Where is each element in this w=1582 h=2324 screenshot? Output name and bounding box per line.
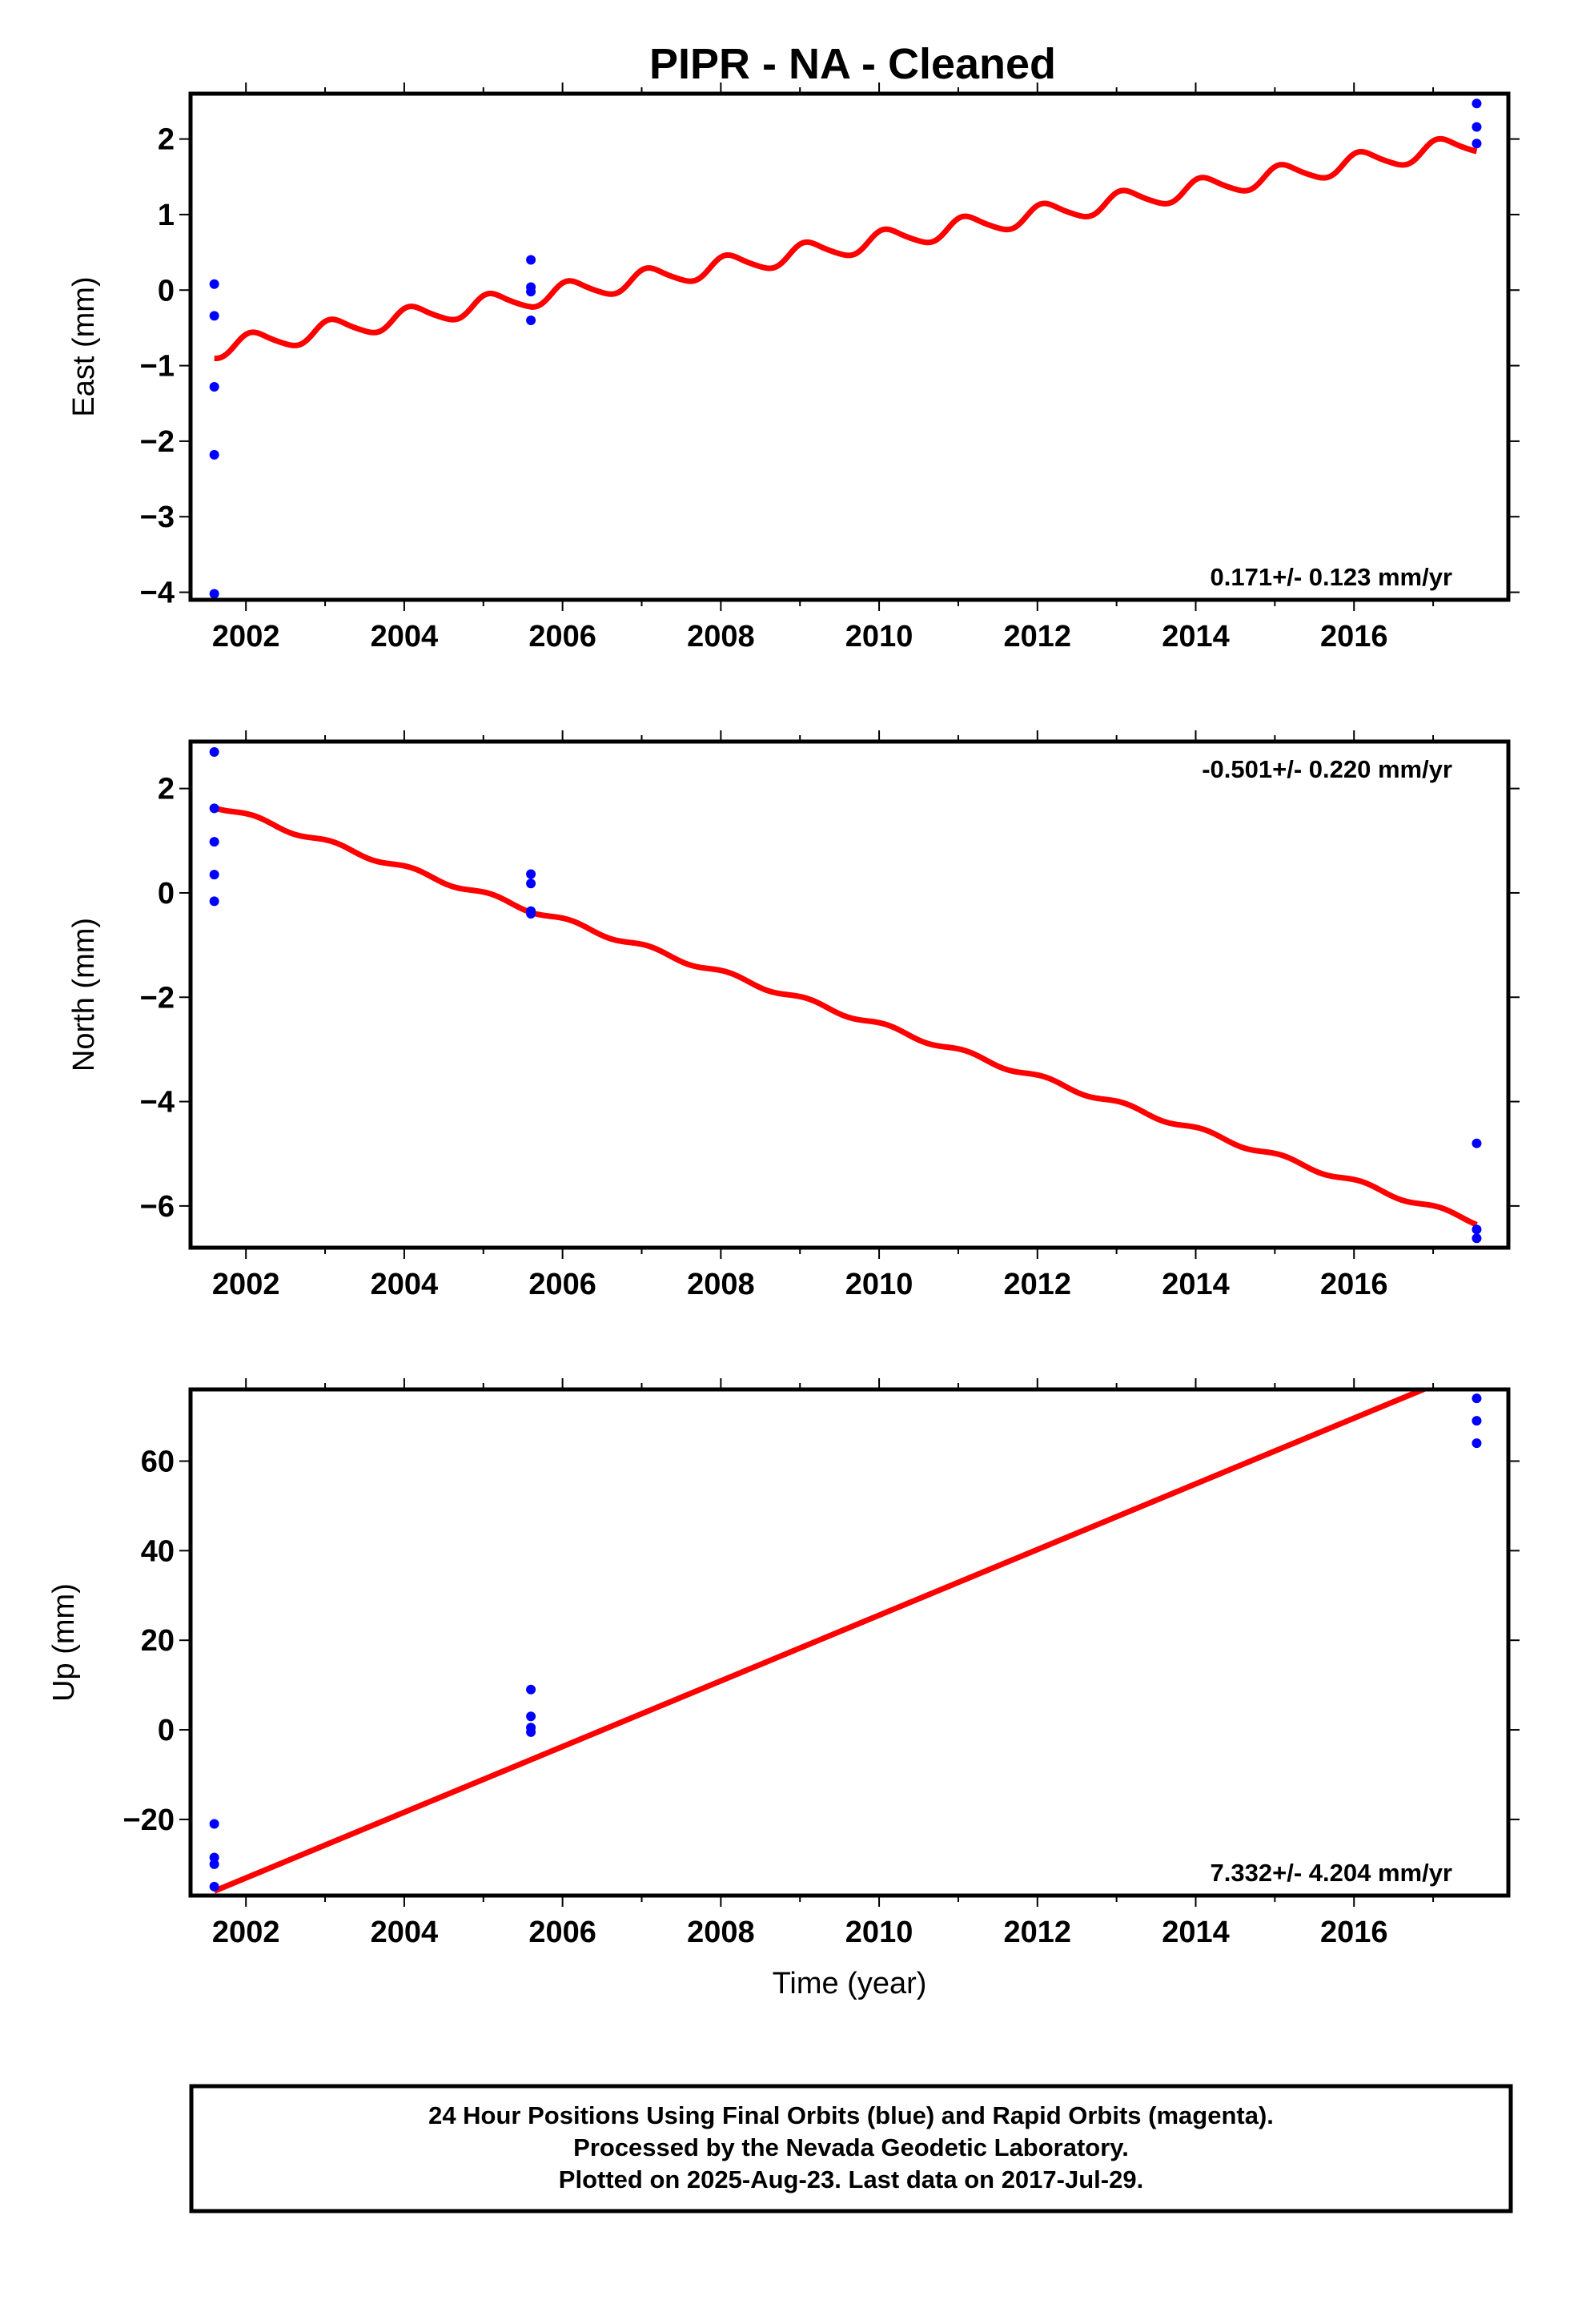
figure-title: PIPR - NA - Cleaned — [649, 40, 1056, 88]
data-point — [526, 315, 536, 325]
y-tick-label: −2 — [140, 425, 175, 459]
east-panel: 2002 2004 2006 2008 2010 2012 2014 2016 −4 −3 −2 −1… — [67, 82, 1520, 653]
y-tick-label: 40 — [141, 1534, 175, 1568]
x-tick-label: 2008 — [687, 620, 755, 653]
x-tick-label: 2012 — [1004, 620, 1072, 653]
data-point — [526, 869, 536, 879]
x-tick-label: 2002 — [212, 620, 280, 653]
y-axis-label: Up (mm) — [47, 1583, 81, 1702]
x-tick-label: 2008 — [687, 1268, 755, 1301]
data-point — [209, 449, 219, 460]
x-tick-label: 2014 — [1162, 1916, 1230, 1949]
data-point — [526, 255, 536, 265]
data-point — [209, 803, 219, 814]
y-tick-label: 2 — [158, 123, 175, 157]
x-tick-label: 2012 — [1004, 1268, 1072, 1301]
data-point — [1472, 1438, 1482, 1449]
x-tick-label: 2004 — [371, 620, 439, 653]
data-point — [209, 747, 219, 758]
y-tick-label: 20 — [141, 1624, 175, 1658]
rate-annotation: 0.171+/- 0.123 mm/yr — [1211, 563, 1452, 591]
panel-frame — [188, 91, 1511, 602]
x-tick-label: 2014 — [1162, 620, 1230, 653]
x-axis-label: Time (year) — [773, 1967, 927, 2000]
y-axis-label: East (mm) — [67, 276, 101, 416]
data-point — [1472, 139, 1482, 149]
y-tick-label: 1 — [158, 199, 175, 232]
x-tick-label: 2008 — [687, 1916, 755, 1949]
data-point — [526, 909, 536, 919]
y-tick-label: −6 — [140, 1190, 175, 1224]
data-point — [209, 311, 219, 321]
x-tick-label: 2012 — [1004, 1916, 1072, 1949]
data-point — [209, 381, 219, 392]
data-point — [1472, 122, 1482, 132]
y-tick-label: −4 — [140, 577, 175, 610]
data-point — [209, 1819, 219, 1829]
rate-annotation: -0.501+/- 0.220 mm/yr — [1202, 755, 1452, 783]
x-tick-label: 2006 — [528, 1916, 596, 1949]
up-panel: 2002 2004 2006 2008 2010 2012 2014 2016 −20 0 20 40… — [47, 1378, 1520, 2000]
y-tick-label: 0 — [158, 1714, 175, 1747]
x-tick-label: 2004 — [371, 1268, 439, 1301]
data-point — [209, 1881, 219, 1892]
data-point — [209, 870, 219, 880]
y-tick-label: −3 — [140, 501, 175, 534]
x-tick-label: 2014 — [1162, 1268, 1230, 1301]
data-point — [209, 1852, 219, 1863]
x-tick-label: 2002 — [212, 1268, 280, 1301]
y-tick-label: −4 — [140, 1086, 175, 1120]
data-point — [1472, 1233, 1482, 1244]
footer-line-3: Plotted on 2025-Aug-23. Last data on 201… — [559, 2165, 1143, 2193]
model-fit-line — [212, 805, 1479, 1228]
x-tick-label: 2006 — [528, 620, 596, 653]
y-tick-label: 60 — [141, 1445, 175, 1478]
footer-line-2: Processed by the Nevada Geodetic Laborat… — [573, 2133, 1129, 2161]
data-point — [526, 1727, 536, 1737]
data-point — [209, 837, 219, 847]
data-point — [526, 287, 536, 297]
x-tick-label: 2006 — [528, 1268, 596, 1301]
x-tick-label: 2016 — [1320, 1268, 1388, 1301]
x-tick-label: 2016 — [1320, 1916, 1388, 1949]
y-tick-label: −2 — [140, 981, 175, 1015]
data-point — [1472, 1138, 1482, 1148]
data-point — [209, 589, 219, 599]
y-tick-label: −1 — [140, 350, 175, 384]
data-point — [526, 879, 536, 889]
footer-box: 24 Hour Positions Using Final Orbits (bl… — [189, 2084, 1513, 2213]
x-tick-label: 2010 — [845, 620, 913, 653]
panel-frame — [188, 1387, 1511, 1898]
x-tick-label: 2010 — [845, 1916, 913, 1949]
data-point — [1472, 1393, 1482, 1404]
x-tick-label: 2004 — [371, 1916, 439, 1949]
x-tick-label: 2016 — [1320, 620, 1388, 653]
data-point — [526, 1711, 536, 1722]
north-panel: 2002 2004 2006 2008 2010 2012 2014 2016 −6 −4 −2 0 2… — [67, 730, 1520, 1301]
x-tick-label: 2010 — [845, 1268, 913, 1301]
model-fit-line — [212, 1389, 1431, 1894]
data-point — [1472, 1224, 1482, 1235]
y-tick-label: 0 — [158, 274, 175, 308]
model-fit-line — [212, 135, 1479, 362]
y-tick-label: −20 — [123, 1803, 175, 1837]
y-tick-label: 0 — [158, 877, 175, 911]
y-tick-label: 2 — [158, 773, 175, 806]
data-point — [209, 279, 219, 289]
footer-line-1: 24 Hour Positions Using Final Orbits (bl… — [428, 2101, 1274, 2129]
footer-frame — [189, 2084, 1513, 2213]
x-tick-label: 2002 — [212, 1916, 280, 1949]
data-point — [526, 1684, 536, 1695]
y-axis-label: North (mm) — [67, 918, 101, 1072]
panel-frame — [188, 739, 1511, 1250]
data-point — [209, 896, 219, 907]
rate-annotation: 7.332+/- 4.204 mm/yr — [1211, 1859, 1452, 1887]
data-point — [1472, 99, 1482, 109]
data-point — [1472, 1416, 1482, 1426]
data-point — [209, 1859, 219, 1869]
